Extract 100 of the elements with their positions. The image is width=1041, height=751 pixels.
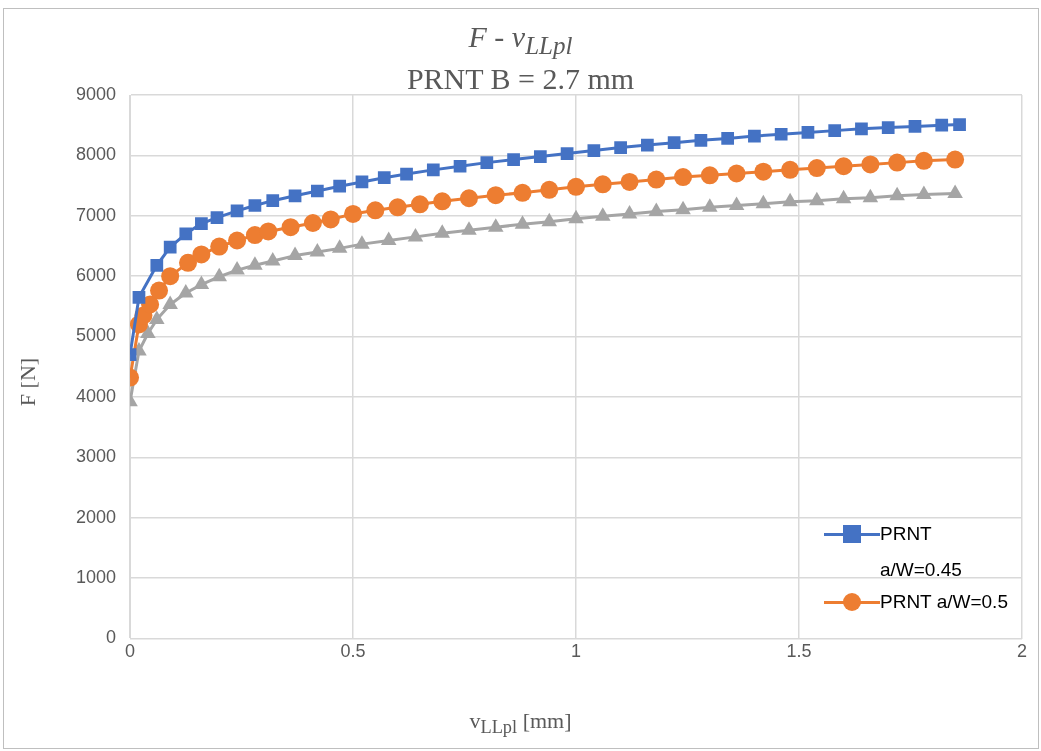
point (228, 231, 247, 250)
x-tick-label: 2 (1016, 641, 1028, 662)
point (568, 209, 584, 224)
point (309, 242, 326, 257)
point (807, 159, 826, 178)
y-tick-label: 4000 (76, 385, 117, 406)
point (533, 150, 547, 163)
point (229, 261, 245, 275)
point (266, 194, 280, 208)
point (259, 222, 278, 241)
point (210, 237, 229, 256)
y-tick-label: 1000 (76, 566, 117, 587)
point (801, 126, 815, 139)
point (211, 267, 228, 282)
point (881, 121, 895, 134)
point (748, 129, 761, 143)
x-tick-label: 1.5 (786, 641, 812, 662)
point (587, 144, 601, 157)
point (702, 198, 718, 212)
point (935, 118, 949, 132)
point (195, 217, 208, 230)
point (303, 214, 322, 232)
point (193, 275, 210, 290)
point (513, 183, 532, 202)
point (828, 124, 842, 137)
point (567, 177, 586, 196)
point (560, 147, 574, 160)
point (700, 166, 719, 185)
y-tick-label: 9000 (76, 83, 117, 104)
x-tick-label: 0 (125, 641, 136, 662)
x-axis-title: v$_{LLpl}$ [mm] (468, 708, 573, 739)
point (774, 127, 788, 141)
point (889, 186, 905, 201)
point (614, 141, 627, 154)
chart-title: F - v$_{LLpl}$ (467, 20, 574, 60)
point (333, 179, 347, 193)
point (514, 215, 531, 229)
point (861, 155, 880, 174)
point (163, 240, 177, 254)
y-tick-label: 2000 (76, 506, 117, 527)
point (377, 171, 391, 185)
point (179, 253, 198, 272)
point (648, 202, 665, 217)
y-tick-label: 5000 (76, 325, 117, 346)
point (264, 252, 281, 266)
point (674, 168, 693, 187)
point (179, 227, 193, 241)
point (834, 157, 853, 176)
chart-subtitle: PRNT B = 2.7 mm (406, 62, 635, 95)
point (247, 256, 263, 270)
legend-label: PRNT a/W=0.5 (880, 590, 1009, 614)
point (407, 227, 424, 242)
point (321, 210, 340, 229)
point (433, 192, 452, 211)
point (150, 258, 164, 272)
legend-label: PRNT a/W=0.45 (880, 522, 963, 582)
point (461, 221, 477, 235)
point (426, 163, 440, 177)
point (380, 231, 397, 246)
point (953, 118, 966, 131)
point (593, 175, 612, 194)
y-tick-label: 6000 (76, 265, 117, 286)
point (914, 151, 933, 170)
point (310, 184, 324, 198)
point (192, 245, 211, 264)
point (728, 196, 745, 210)
y-axis-title: F [N] (15, 357, 41, 407)
point (782, 192, 798, 207)
y-tick-label: 8000 (76, 144, 117, 165)
y-tick-label: 7000 (76, 204, 117, 225)
point (487, 218, 504, 232)
point (916, 185, 932, 200)
point (647, 170, 666, 189)
point (888, 153, 907, 172)
point (486, 186, 505, 205)
point (641, 138, 654, 152)
x-tick-label: 0.5 (340, 641, 366, 662)
point (132, 290, 146, 304)
point (161, 267, 180, 286)
point (621, 204, 638, 219)
point (400, 167, 413, 181)
point (862, 188, 879, 203)
point (675, 200, 691, 215)
point (354, 235, 370, 249)
point (507, 153, 520, 166)
point (453, 159, 467, 173)
y-tick-label: 3000 (76, 446, 117, 467)
x-tick-label: 1 (571, 641, 582, 662)
point (855, 122, 868, 136)
point (344, 204, 363, 223)
point (149, 310, 165, 325)
point (908, 120, 922, 133)
point (288, 189, 302, 203)
point (947, 184, 963, 198)
point (459, 189, 478, 208)
point (620, 172, 639, 191)
point (287, 246, 303, 261)
point (694, 133, 708, 147)
point (410, 195, 429, 214)
point (754, 162, 773, 181)
